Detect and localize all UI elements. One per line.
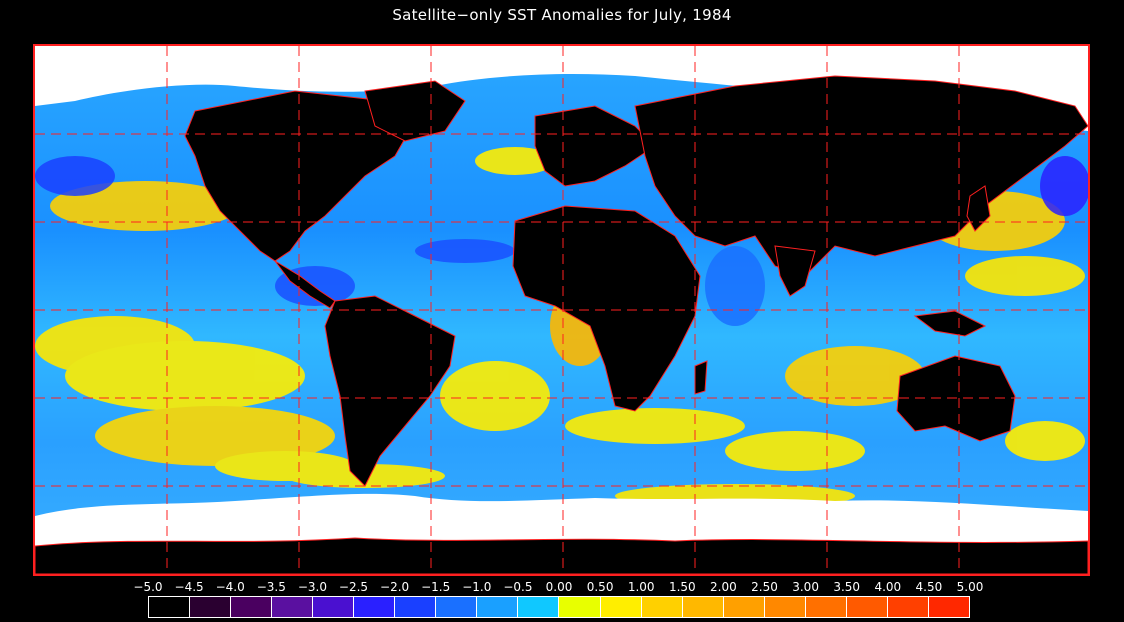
colorbar-cell: [805, 597, 847, 617]
colorbar-tick-label: −4.0: [215, 580, 245, 594]
colorbar-tick-label: −2.5: [338, 580, 369, 594]
colorbar-cell: [272, 597, 314, 617]
colorbar-cell: [477, 597, 519, 617]
colorbar-cell: [313, 597, 355, 617]
south-america: [324, 295, 456, 487]
central-america: [274, 260, 336, 309]
colorbar-tick-label: 2.00: [710, 580, 737, 594]
graticule: [35, 46, 1088, 574]
colorbar-tick-label: −3.0: [297, 580, 327, 594]
colorbar-tick-label: −0.5: [503, 580, 533, 594]
colorbar-tick-label: 1.50: [668, 580, 696, 594]
sst-anomaly-map: [33, 44, 1090, 576]
colorbar-tick-label: −3.5: [256, 580, 286, 594]
colorbar-tick-label: 4.50: [915, 580, 943, 594]
colorbar-cell: [887, 597, 929, 617]
colorbar-cell: [723, 597, 765, 617]
colorbar-cell: [354, 597, 396, 617]
colorbar-cell: [928, 597, 969, 617]
colorbar-tick-label: −2.0: [380, 580, 410, 594]
colorbar-tick-label: 1.00: [627, 580, 655, 594]
colorbar-labels: −5.0 −4.5 −4.0 −3.5 −3.0 −2.5 −2.0 −1.5 −1.0 −0.5…: [0, 580, 1124, 596]
arctic-ice: [35, 46, 1088, 131]
colorbar-tick-label: 4.00: [874, 580, 902, 594]
colorbar-tick-label: −1.5: [421, 580, 451, 594]
india: [774, 245, 816, 297]
colorbar-cell: [600, 597, 642, 617]
map-title: Satellite−only SST Anomalies for July, 1…: [392, 6, 732, 24]
madagascar: [694, 360, 708, 395]
asia: [634, 75, 1088, 277]
indonesia: [913, 310, 987, 337]
colorbar-cell: [190, 597, 232, 617]
colorbar-cell: [682, 597, 724, 617]
greenland: [364, 80, 466, 142]
colorbar-cell: [518, 597, 560, 617]
colorbar-tick-label: 5.00: [956, 580, 984, 594]
colorbar-cell: [764, 597, 806, 617]
colorbar-tick-label: −4.5: [174, 580, 204, 594]
colorbar-cell: [395, 597, 437, 617]
colorbar-tick-label: 0.00: [545, 580, 573, 594]
japan: [966, 185, 991, 232]
warm-anomalies: [35, 147, 1085, 508]
colorbar-tick-label: 3.50: [833, 580, 861, 594]
colorbar-tick-label: 0.50: [586, 580, 614, 594]
colorbar: [148, 596, 970, 618]
colorbar-cell: [846, 597, 888, 617]
africa: [512, 205, 701, 412]
colorbar-cell: [559, 597, 601, 617]
europe: [534, 105, 656, 187]
colorbar-cell: [436, 597, 478, 617]
colorbar-tick-label: 3.00: [792, 580, 819, 594]
world-map: [35, 46, 1088, 574]
antarctica: [35, 537, 1088, 574]
colorbar-tick-label: 2.50: [751, 580, 778, 594]
colorbar-cell: [641, 597, 683, 617]
colorbar-cell: [149, 597, 191, 617]
colorbar-cell: [231, 597, 273, 617]
colorbar-tick-label: −1.0: [462, 580, 492, 594]
colorbar-tick-label: −5.0: [133, 580, 163, 594]
